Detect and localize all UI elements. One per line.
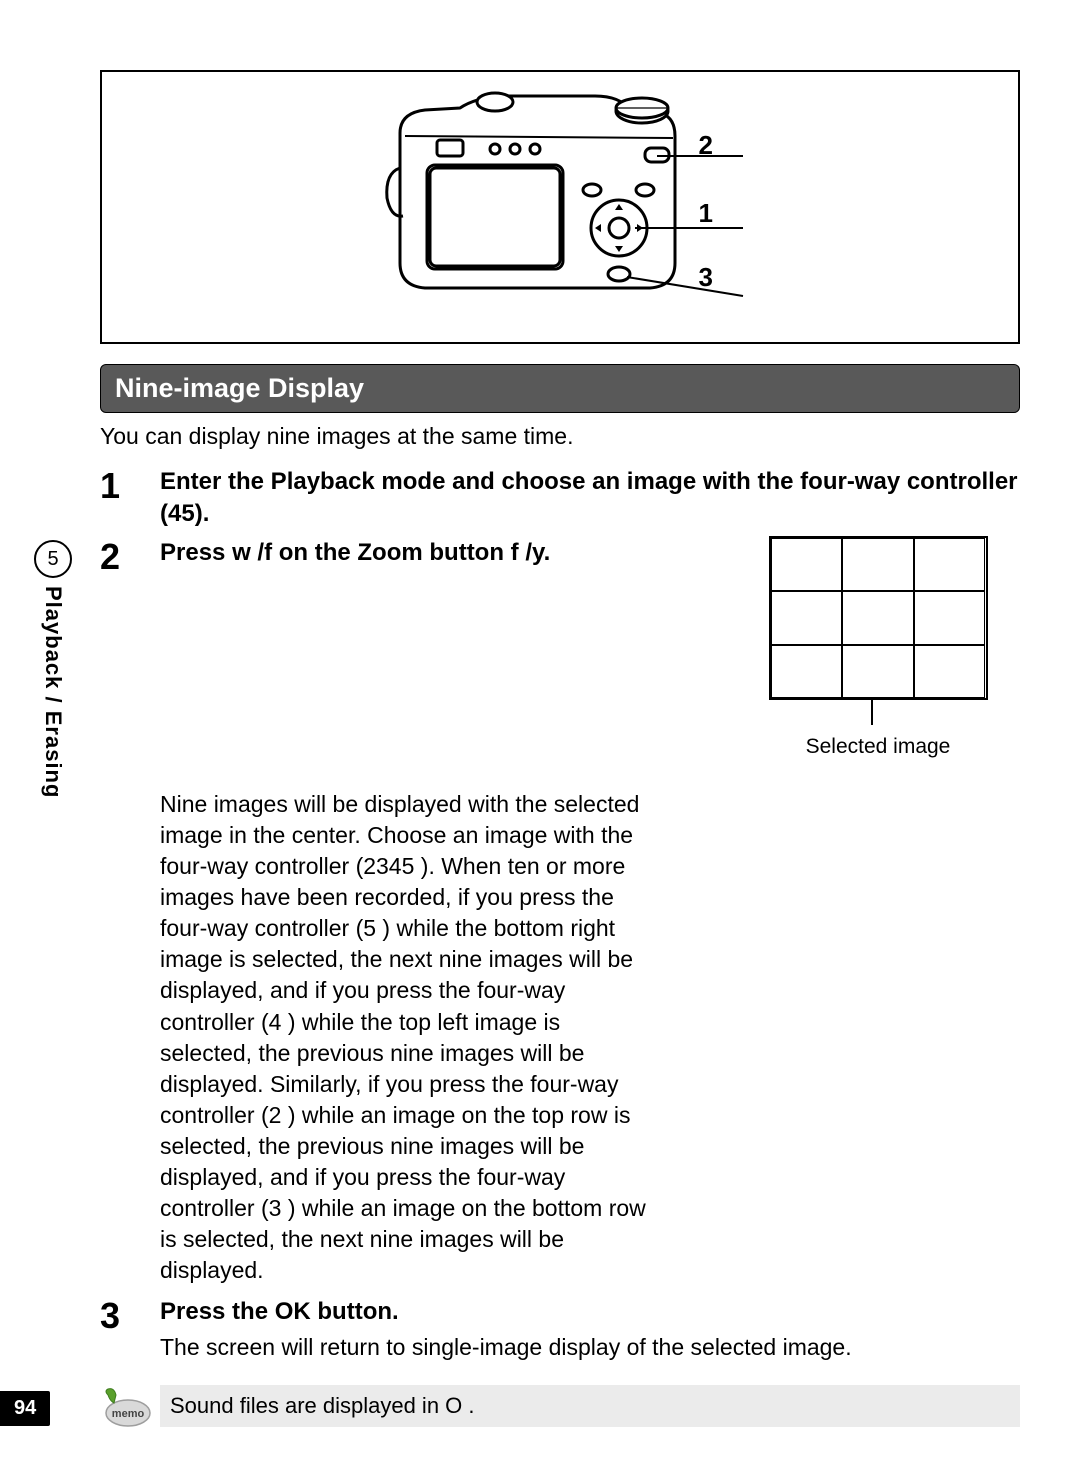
callout-1: 1 [699,200,713,226]
step-2-paragraph: Nine images will be displayed with the s… [160,789,650,1286]
nine-image-caption: Selected image [748,735,1008,759]
step-3-heading: Press the OK button. [160,1296,1020,1328]
step-1-text-a: Enter the Playback mode and choose an im… [160,468,1018,527]
steps-list: Selected image 1 Enter the Playback mode… [100,466,1020,1363]
step-2-heading: Press w /f on the Zoom button f /y. [160,539,550,566]
callout-3: 3 [699,264,713,290]
side-chapter-tab: 5 Playback / Erasing [34,540,72,798]
memo-icon: memo [100,1385,160,1429]
manual-page: 2 1 3 Nine-image Display You can display… [0,0,1080,1470]
page-number: 94 [0,1391,50,1426]
nine-image-figure: Selected image [748,536,1008,759]
camera-illustration-box: 2 1 3 [100,70,1020,344]
step-3-text: The screen will return to single-image d… [160,1332,1020,1363]
step-number: 2 [100,537,160,577]
memo-text: Sound files are displayed in O . [160,1385,1020,1427]
step-2-text-a: Press [160,539,232,566]
section-header: Nine-image Display [100,364,1020,413]
callout-2: 2 [699,132,713,158]
chapter-label: Playback / Erasing [40,586,66,798]
step-number: 3 [100,1296,160,1336]
step-2-text-c: . [544,539,551,566]
memo-note: memo Sound files are displayed in O . [100,1385,1020,1429]
step-2-symbols-2: f /y [511,539,544,566]
nine-image-grid [769,536,988,700]
grid-pointer-line [871,699,873,725]
step-number: 1 [100,466,160,506]
svg-text:memo: memo [112,1408,145,1420]
callout-numbers: 2 1 3 [699,132,713,290]
step-1-symbols: 45 [168,500,195,527]
chapter-number-circle: 5 [34,540,72,578]
step-2-symbols-1: w /f [232,539,272,566]
step-1-heading: Enter the Playback mode and choose an im… [160,468,1018,527]
step-2-text-b: on the Zoom button [272,539,511,566]
section-intro: You can display nine images at the same … [100,423,1020,450]
step-1-text-b: ). [195,500,210,527]
step-3: 3 Press the OK button. The screen will r… [100,1296,1020,1363]
step-1: 1 Enter the Playback mode and choose an … [100,466,1020,531]
